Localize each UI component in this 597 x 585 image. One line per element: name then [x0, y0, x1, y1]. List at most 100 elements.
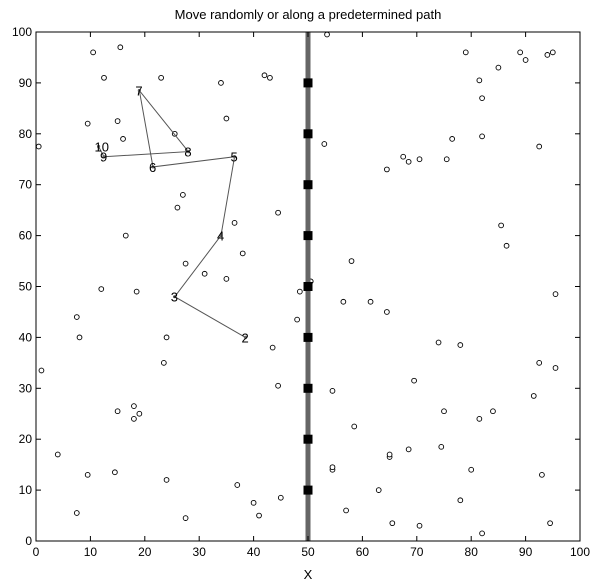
scatter-point: [411, 377, 417, 384]
wall-marker: [303, 434, 313, 444]
scatter-point: [122, 232, 129, 239]
y-tick-label: 100: [12, 25, 32, 39]
scatter-point: [503, 242, 510, 249]
scatter-point: [324, 31, 330, 38]
path-node-label: 7: [135, 84, 142, 99]
scatter-point: [182, 260, 189, 267]
y-tick-label: 80: [19, 127, 33, 141]
scatter-point: [231, 220, 238, 226]
scatter-point: [405, 446, 412, 453]
x-tick-label: 90: [519, 545, 533, 559]
scatter-points: [35, 31, 559, 537]
scatter-point: [400, 153, 407, 160]
scatter-point: [296, 288, 303, 295]
scatter-point: [84, 120, 91, 127]
scatter-point: [536, 360, 543, 366]
path-node-label: 10: [95, 140, 109, 155]
path-node-label: 3: [171, 290, 178, 305]
x-tick-label: 80: [465, 545, 479, 559]
scatter-point: [294, 316, 300, 323]
scatter-point: [552, 291, 559, 297]
x-tick-label: 70: [410, 545, 424, 559]
path-node: [96, 144, 101, 149]
scatter-point: [267, 74, 273, 81]
scatter-point: [250, 499, 257, 506]
wall-marker: [303, 180, 313, 190]
x-tick-label: 0: [33, 545, 40, 559]
scatter-point: [457, 342, 464, 348]
path-node-label: 5: [231, 150, 238, 165]
scatter-point: [457, 497, 464, 504]
scatter-point: [443, 156, 450, 163]
scatter-point: [182, 515, 189, 521]
scatter-point: [416, 156, 423, 163]
wall-marker: [303, 282, 313, 291]
scatter-point: [343, 507, 349, 514]
scatter-point: [73, 314, 80, 320]
scatter-point: [547, 520, 553, 527]
scatter-point: [131, 403, 137, 409]
path-node: [243, 335, 248, 339]
scatter-point: [405, 158, 412, 165]
y-tick-label: 20: [19, 432, 33, 446]
scatter-point: [530, 393, 537, 399]
chart-title: Move randomly or along a predetermined p…: [175, 7, 442, 22]
scatter-point: [544, 52, 551, 58]
scatter-point: [329, 464, 336, 471]
scatter-point: [549, 49, 556, 56]
scatter-point: [114, 408, 121, 415]
x-tick-label: 30: [193, 545, 207, 559]
scatter-point: [348, 258, 355, 264]
scatter-point: [384, 166, 390, 173]
scatter-point: [367, 298, 374, 305]
path-node: [173, 295, 177, 299]
scatter-point: [384, 309, 390, 315]
scatter-point: [76, 334, 83, 341]
x-tick-label: 40: [247, 545, 261, 559]
scatter-point: [223, 115, 230, 122]
x-axis-label: X: [304, 567, 313, 582]
scatter-point: [90, 49, 96, 56]
scatter-point: [174, 204, 181, 211]
wall-marker: [303, 332, 313, 342]
wall-marker: [303, 383, 313, 393]
wall-marker: [303, 485, 313, 495]
scatter-point: [275, 209, 281, 216]
scatter-point: [131, 415, 137, 422]
wall-marker: [303, 129, 313, 139]
scatter-point: [386, 451, 393, 458]
path-node-label: 4: [217, 229, 224, 244]
scatter-point: [435, 339, 442, 346]
scatter-point: [54, 451, 61, 458]
scatter-point: [498, 222, 504, 229]
scatter-point: [522, 57, 529, 63]
scatter-point: [495, 64, 502, 71]
scatter-point: [462, 49, 469, 56]
path-node-label: 9: [100, 150, 107, 165]
scatter-point: [375, 487, 382, 493]
y-tick-label: 0: [25, 534, 32, 548]
path-node: [137, 88, 141, 93]
scatter-point: [234, 482, 241, 488]
scatter-point: [256, 512, 262, 519]
path-node: [186, 150, 190, 154]
scatter-point: [329, 387, 336, 394]
movement-path: 2 3 4 5 6 7 8 910: [95, 84, 249, 346]
scatter-point: [517, 49, 524, 56]
scatter-point: [539, 471, 545, 478]
scatter-point: [441, 408, 447, 415]
wall-marker: [303, 78, 313, 88]
scatter-point: [163, 477, 170, 483]
scatter-point: [117, 44, 124, 51]
y-tick-label: 70: [19, 178, 33, 192]
path-node: [151, 165, 155, 169]
scatter-point: [552, 365, 559, 371]
scatter-point: [120, 136, 126, 142]
scatter-point: [163, 334, 170, 341]
y-tick-label: 60: [19, 229, 33, 243]
path-node-label: 8: [184, 145, 191, 160]
scatter-point: [479, 95, 485, 102]
axis-ticks: 0 10 20 30 40 50 60 70 80 90 100 0 10 20 30 40 50 60 70 80 9…: [12, 25, 590, 559]
scatter-point: [351, 423, 358, 430]
